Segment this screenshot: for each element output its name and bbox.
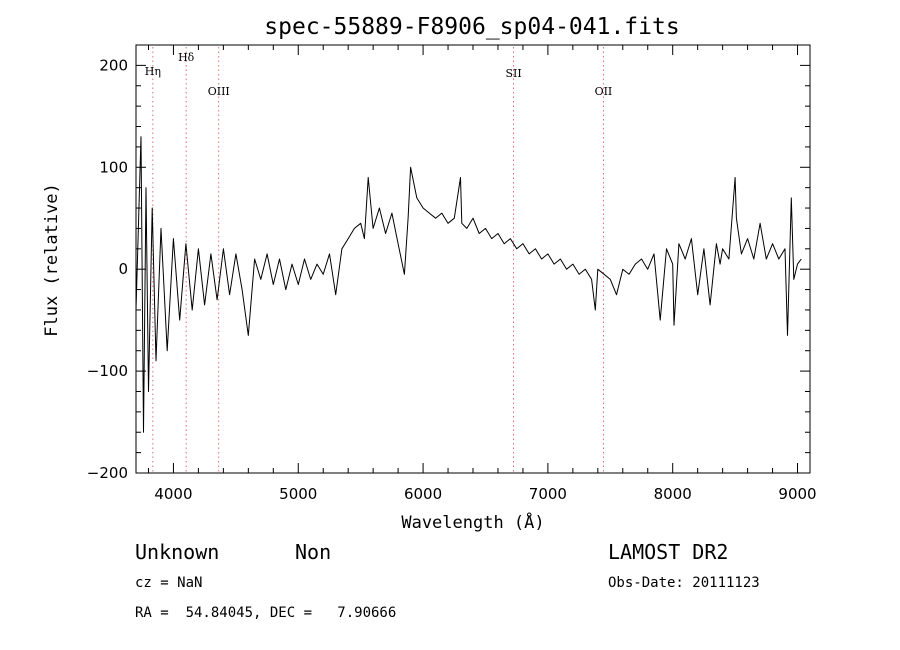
y-tick-label: −200 [87,464,128,482]
x-tick-label: 9000 [778,485,816,503]
y-tick-label: 100 [99,158,128,176]
axis-ticks: 4000 5000 6000 7000 8000 9000 −200 −100 0 100 200 [87,44,817,503]
y-axis-label: Flux (relative) [42,183,62,337]
y-tick-label: 200 [99,56,128,74]
spectrum-series [135,136,802,433]
x-tick-label: 6000 [404,485,442,503]
survey-label: LAMOST DR2 [608,540,729,564]
emission-line-label: OII [595,85,613,98]
coordinates-label: RA = 54.84045, DEC = 7.90666 [135,605,397,621]
x-tick-label: 4000 [154,485,192,503]
x-axis-label: Wavelength (Å) [401,511,544,533]
x-tick-label: 8000 [654,485,692,503]
y-tick-label: 0 [118,260,128,278]
emission-line-label: OIII [208,85,230,98]
emission-line-label: Hδ [178,51,195,64]
y-tick-label: −100 [87,362,128,380]
object-class-label: Unknown [135,540,220,564]
emission-line-label: Hη [145,65,161,78]
emission-line-label: SII [505,67,521,80]
subclass-label: Non [295,540,332,564]
x-tick-label: 7000 [529,485,567,503]
chart-title: spec-55889-F8906_sp04-041.fits [264,14,679,40]
x-tick-label: 5000 [279,485,317,503]
redshift-label: cz = NaN [135,575,203,591]
plot-frame [135,44,811,474]
emission-line-markers: Hη Hδ OIII SII OII [145,47,613,473]
obs-date-label: Obs-Date: 20111123 [608,575,760,591]
spectrum-line [135,136,802,433]
